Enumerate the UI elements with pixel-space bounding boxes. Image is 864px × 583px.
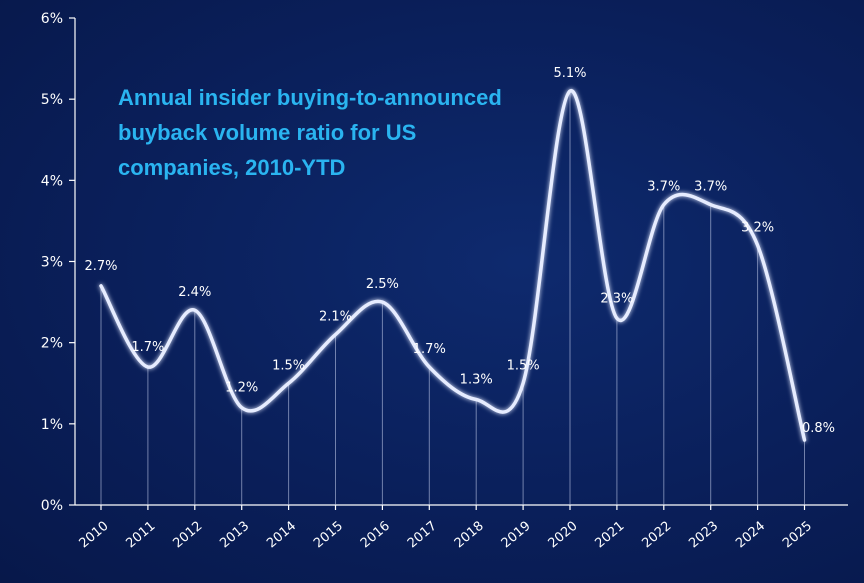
- series-line-group: [99, 89, 807, 442]
- x-axis: 2010 2011 2012 2013 2014 2015 2016 2017 2018 2019…: [75, 504, 848, 552]
- x-tick-label: 2015: [311, 519, 346, 552]
- x-tick-label: 2012: [170, 519, 205, 552]
- x-tick-label: 2010: [77, 519, 112, 552]
- data-label: 1.2%: [225, 381, 258, 396]
- data-label: 2.1%: [319, 310, 352, 325]
- x-tick-label: 2025: [780, 519, 815, 552]
- data-label: 1.5%: [272, 358, 305, 373]
- y-tick-label: 4%: [41, 173, 63, 189]
- data-label: 1.7%: [131, 340, 164, 355]
- data-label: 1.5%: [507, 358, 540, 373]
- data-label: 2.7%: [84, 259, 117, 274]
- y-axis: 0% 1% 2% 3% 4% 5% 6%: [41, 11, 76, 514]
- y-tick-label: 6%: [41, 11, 63, 27]
- x-tick-label: 2017: [405, 519, 440, 552]
- y-tick-label: 5%: [41, 92, 63, 108]
- y-tick-label: 0%: [41, 498, 63, 514]
- chart-title: Annual insider buying-to-announced buyba…: [118, 85, 502, 180]
- x-tick-label: 2019: [499, 519, 534, 552]
- y-tick-label: 1%: [41, 417, 63, 433]
- y-tick-label: 2%: [41, 336, 63, 352]
- series-line: [99, 89, 807, 442]
- data-label: 3.7%: [694, 180, 727, 195]
- data-label: 2.5%: [366, 277, 399, 292]
- x-tick-label: 2013: [217, 519, 252, 552]
- data-label: 3.2%: [741, 220, 774, 235]
- x-tick-label: 2011: [123, 519, 158, 552]
- data-label: 3.7%: [647, 180, 680, 195]
- x-tick-label: 2024: [733, 519, 768, 552]
- data-label: 1.3%: [460, 372, 493, 387]
- data-labels: 2.7% 1.7% 2.4% 1.2% 1.5% 2.1% 2.5% 1.7% 1.3% 1.5%…: [84, 66, 835, 436]
- data-label: 0.8%: [802, 421, 835, 436]
- x-tick-label: 2023: [686, 519, 721, 552]
- data-label: 2.4%: [178, 285, 211, 300]
- x-tick-label: 2022: [639, 519, 674, 552]
- y-tick-label: 3%: [41, 255, 63, 271]
- x-tick-label: 2020: [546, 519, 581, 552]
- x-tick-label: 2021: [592, 519, 627, 552]
- drop-lines: [100, 91, 805, 505]
- x-tick-label: 2014: [264, 519, 299, 552]
- data-label: 5.1%: [553, 66, 586, 81]
- x-tick-label: 2018: [452, 519, 487, 552]
- x-tick-label: 2016: [358, 519, 393, 552]
- data-label: 2.3%: [600, 291, 633, 306]
- data-label: 1.7%: [413, 342, 446, 357]
